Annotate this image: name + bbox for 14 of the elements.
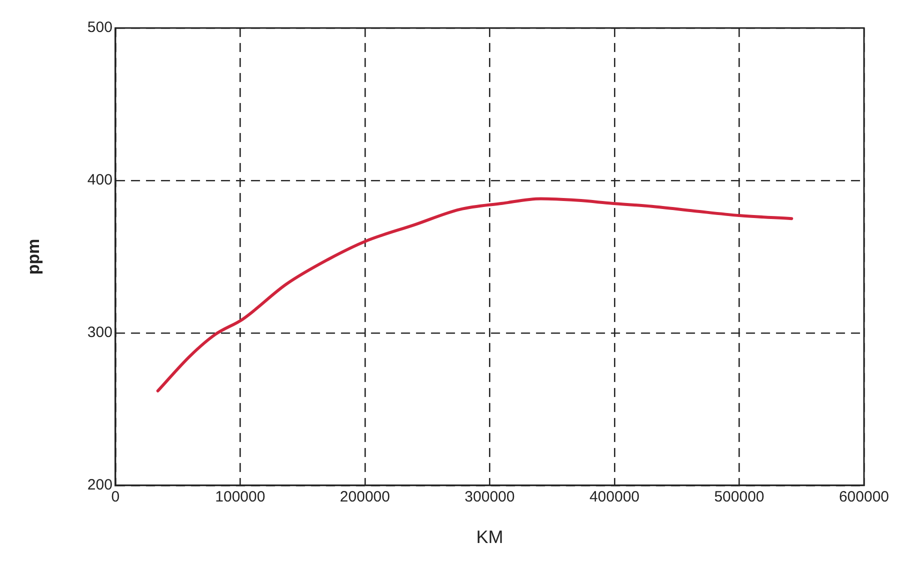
- x-tick-label: 200000: [340, 488, 390, 506]
- y-axis-title: ppm: [24, 238, 43, 275]
- y-tick-label: 200: [87, 476, 112, 494]
- x-axis-title: KM: [476, 527, 504, 548]
- x-tick-label: 0: [111, 488, 120, 506]
- x-tick-label: 400000: [589, 488, 640, 506]
- x-tick-label: 500000: [714, 488, 764, 506]
- y-tick-label: 500: [87, 19, 112, 36]
- x-tick-label: 300000: [464, 488, 515, 506]
- x-tick-label: 600000: [838, 488, 890, 506]
- line-series: [156, 197, 794, 392]
- x-tick-label: 100000: [215, 488, 266, 506]
- y-tick-label: 400: [87, 172, 112, 189]
- y-tick-label: 300: [87, 324, 112, 342]
